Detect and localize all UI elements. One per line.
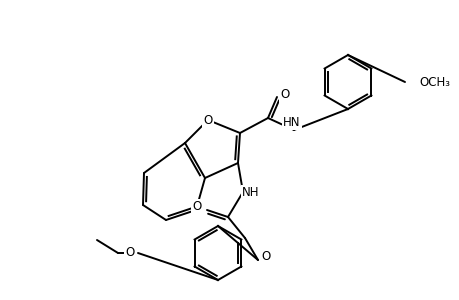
Text: O: O [125,247,134,260]
Text: NH: NH [242,187,259,200]
Text: OCH₃: OCH₃ [418,76,449,88]
Text: O: O [192,200,202,214]
Text: O: O [261,250,270,262]
Text: HN: HN [283,116,300,128]
Text: O: O [203,113,212,127]
Text: O: O [280,88,289,101]
